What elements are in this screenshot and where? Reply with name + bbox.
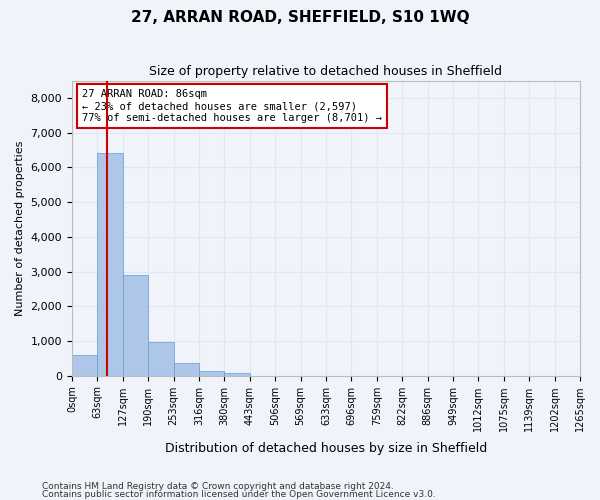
Bar [72, 355, 97, 376]
Text: Contains HM Land Registry data © Crown copyright and database right 2024.: Contains HM Land Registry data © Crown c… [42, 482, 394, 491]
Bar [97, 154, 123, 376]
Text: 27 ARRAN ROAD: 86sqm
← 23% of detached houses are smaller (2,597)
77% of semi-de: 27 ARRAN ROAD: 86sqm ← 23% of detached h… [82, 90, 382, 122]
Title: Size of property relative to detached houses in Sheffield: Size of property relative to detached ho… [149, 65, 502, 78]
X-axis label: Distribution of detached houses by size in Sheffield: Distribution of detached houses by size … [165, 442, 487, 455]
Bar [199, 371, 224, 376]
Bar [173, 363, 199, 376]
Text: 27, ARRAN ROAD, SHEFFIELD, S10 1WQ: 27, ARRAN ROAD, SHEFFIELD, S10 1WQ [131, 10, 469, 25]
Bar [224, 373, 250, 376]
Text: Contains public sector information licensed under the Open Government Licence v3: Contains public sector information licen… [42, 490, 436, 499]
Y-axis label: Number of detached properties: Number of detached properties [15, 140, 25, 316]
Bar [123, 275, 148, 376]
Bar [148, 342, 173, 376]
